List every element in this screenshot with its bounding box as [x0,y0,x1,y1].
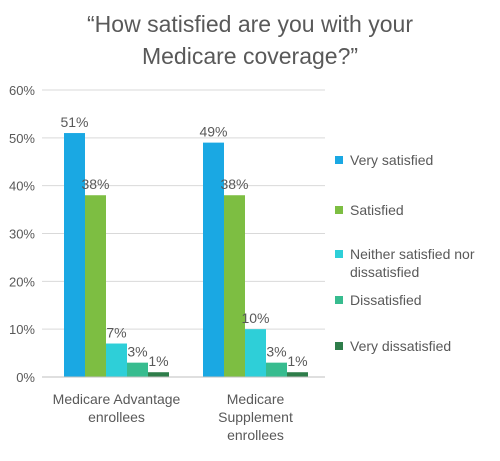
legend-label: Dissatisfied [350,292,422,308]
legend-label: Neither satisfied nor [350,246,475,262]
bar [85,195,106,377]
data-label: 3% [266,344,286,360]
chart-title-line: “How satisfied are you with your [87,11,413,37]
bar [245,329,266,377]
legend-swatch [335,206,343,214]
bar [203,142,224,377]
data-label: 7% [106,325,126,341]
y-tick-label: 50% [9,131,35,146]
bar [266,362,287,377]
y-tick-label: 10% [9,322,35,337]
legend-swatch [335,342,343,350]
legend: Very satisfied Satisfied Neither satisfied… [335,152,475,354]
y-tick-label: 60% [9,83,35,98]
category-label: Medicare Advantage [53,391,181,407]
legend-swatch [335,250,343,258]
y-tick-label: 30% [9,227,35,242]
data-label: 49% [199,124,227,140]
y-tick-label: 0% [16,370,35,385]
bar [127,362,148,377]
y-axis-ticks: 0% 10% 20% 30% 40% 50% 60% [9,83,35,385]
category-label: Supplement [218,409,293,425]
category-label: enrollees [227,427,284,443]
y-tick-label: 20% [9,274,35,289]
legend-swatch [335,296,343,304]
legend-label: Satisfied [350,202,404,218]
legend-label: Very dissatisfied [350,338,451,354]
y-tick-label: 40% [9,179,35,194]
bar [148,372,169,377]
category-label: enrollees [88,409,145,425]
bars [64,133,308,377]
bar [64,133,85,377]
category-labels: Medicare Advantage enrollees Medicare Suppl… [53,391,293,443]
data-label: 1% [287,353,307,369]
bar [106,343,127,377]
chart-title-line: Medicare coverage?” [142,43,358,69]
category-label: Medicare [227,391,285,407]
legend-swatch [335,156,343,164]
legend-label: Very satisfied [350,152,433,168]
data-label: 38% [220,176,248,192]
data-label: 1% [148,353,168,369]
data-label: 10% [241,310,269,326]
bar [224,195,245,377]
data-label: 51% [60,114,88,130]
chart-title: “How satisfied are you with your Medicare… [87,11,413,69]
data-label: 38% [81,176,109,192]
data-labels: 51%49%38% 38%7%10%3% 3%1% 1% [60,114,307,369]
data-label: 3% [127,344,147,360]
legend-label: dissatisfied [350,264,419,280]
bar [287,372,308,377]
